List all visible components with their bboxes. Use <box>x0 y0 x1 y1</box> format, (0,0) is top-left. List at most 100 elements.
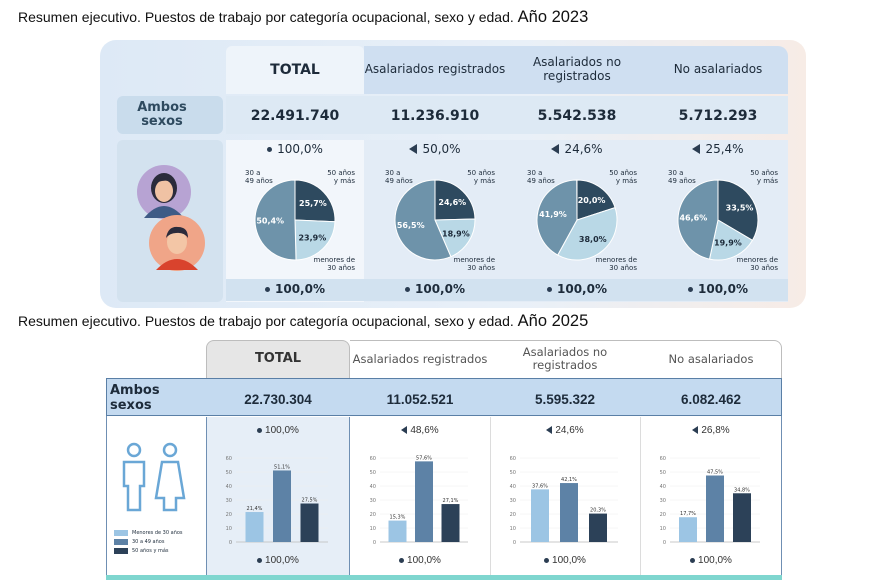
pie-slice-label: 20,0% <box>578 196 606 205</box>
pie-slice <box>434 179 476 221</box>
share-registrados: 50,0% <box>364 140 506 158</box>
share2-total-text: 100,0% <box>265 424 299 436</box>
pie-category-label: y más <box>334 177 355 185</box>
pie-category-label: menores de <box>737 256 779 264</box>
y-tick-label: 0 <box>663 540 666 546</box>
value2-total: 22.730.304 <box>244 391 312 407</box>
pie-category-label: 30 a <box>527 169 542 177</box>
legend-swatch-young <box>114 529 128 536</box>
pie-slice <box>708 219 754 261</box>
pie-slice <box>394 179 452 261</box>
bar-legend: Menores de 30 años 30 a 49 años 50 años … <box>114 528 204 556</box>
y-tick-label: 50 <box>370 470 376 476</box>
valuerow-bg <box>226 96 788 134</box>
bottom2-no-asalariados: 100,0% <box>640 552 782 568</box>
heading-2025-text: Resumen ejecutivo. Puestos de trabajo po… <box>18 313 514 329</box>
value2-registrados: 11.052.521 <box>386 391 454 407</box>
pie-category-label: 49 años <box>527 177 555 185</box>
pie-category-label: 30 años <box>750 264 778 272</box>
y-tick-label: 50 <box>226 470 232 476</box>
y-tick-label: 10 <box>226 526 232 532</box>
dot-icon <box>688 286 693 292</box>
dot-icon <box>547 286 552 292</box>
pie-category-label: menores de <box>454 256 496 264</box>
triangle-left-icon <box>692 144 701 154</box>
pie-slice-label: 18,9% <box>442 229 470 238</box>
value2-no-registrados: 5.595.322 <box>534 391 596 407</box>
y-tick-label: 40 <box>660 484 666 490</box>
col-header-no-asalariados: No asalariados <box>673 62 763 77</box>
dot-icon <box>265 286 270 292</box>
dot-icon <box>405 286 410 292</box>
share-total: 100,0% <box>226 140 364 158</box>
bar <box>245 512 264 542</box>
y-tick-label: 60 <box>226 456 232 462</box>
y-tick-label: 60 <box>510 456 516 462</box>
value-total: 22.491.740 <box>250 108 340 124</box>
triangle-left-icon <box>692 426 699 434</box>
bottom2-total: 100,0% <box>206 552 350 568</box>
triangle-left-icon <box>401 426 408 434</box>
col2-header-registrados: Asalariados registrados <box>352 351 488 366</box>
share2-registrados-text: 48,6% <box>410 424 439 436</box>
bar-value-label: 57,6% <box>416 455 432 461</box>
col2-header-no-registrados: Asalariados no registrados <box>522 345 608 372</box>
bar <box>706 475 724 542</box>
body2-div-1 <box>490 417 491 575</box>
share-no-asalariados: 25,4% <box>648 140 788 158</box>
heading-2023-year: Año 2023 <box>517 8 589 26</box>
pie-slice-label: 19,9% <box>714 239 742 248</box>
share2-total: 100,0% <box>206 422 350 438</box>
pie-category-label: menores de <box>314 256 356 264</box>
y-tick-label: 10 <box>510 526 516 532</box>
bottom-registrados: 100,0% <box>364 280 506 298</box>
rowlabel-bg <box>117 96 223 134</box>
heading-2023-text: Resumen ejecutivo. Puestos de trabajo po… <box>18 9 514 25</box>
y-tick-label: 20 <box>660 512 666 518</box>
share2-no-asalariados: 26,8% <box>640 422 782 438</box>
y-tick-label: 30 <box>226 498 232 504</box>
bar <box>733 493 751 542</box>
legend-swatch-old <box>114 547 128 554</box>
bottom-no-registrados-text: 100,0% <box>557 282 607 296</box>
legend-label-old: 50 años y más <box>132 547 169 554</box>
pie-slice <box>536 179 578 256</box>
bottom2-no-asalariados-text: 100,0% <box>698 554 732 566</box>
bottom2-registrados-text: 100,0% <box>407 554 441 566</box>
triangle-left-icon <box>546 426 553 434</box>
pie-category-label: 50 años <box>467 169 495 177</box>
y-tick-label: 20 <box>226 512 232 518</box>
pie-slice <box>557 207 618 261</box>
bottom2-registrados: 100,0% <box>350 552 490 568</box>
y-tick-label: 40 <box>226 484 232 490</box>
bottom2-no-registrados-text: 100,0% <box>552 554 586 566</box>
value-no-registrados: 5.542.538 <box>537 108 617 124</box>
share-no-registrados: 24,6% <box>506 140 648 158</box>
share2-no-registrados: 24,6% <box>490 422 640 438</box>
y-tick-label: 20 <box>510 512 516 518</box>
pie-slice <box>294 219 336 261</box>
y-tick-label: 40 <box>370 484 376 490</box>
legend-label-young: Menores de 30 años <box>132 529 183 536</box>
bar-value-label: 21,4% <box>247 506 263 512</box>
col-header-total: TOTAL <box>270 61 320 78</box>
bar-value-label: 17,7% <box>680 511 696 517</box>
pie-slice-label: 33,5% <box>726 204 754 213</box>
header-bg-cats <box>364 46 788 94</box>
y-tick-label: 30 <box>510 498 516 504</box>
pie-slice <box>254 179 297 261</box>
legend-label-mid: 30 a 49 años <box>132 538 165 545</box>
dot-icon <box>544 557 550 563</box>
bottom-no-asalariados: 100,0% <box>648 280 788 298</box>
pie-category-label: menores de <box>596 256 638 264</box>
share2-no-registrados-text: 24,6% <box>555 424 584 436</box>
pie-slice <box>434 218 476 258</box>
y-tick-label: 60 <box>370 456 376 462</box>
pie-category-label: y más <box>616 177 637 185</box>
share-total-text: 100,0% <box>277 142 323 156</box>
bar <box>300 503 319 542</box>
bottom-total-text: 100,0% <box>275 282 325 296</box>
col-header-registrados: Asalariados registrados <box>364 62 506 77</box>
pie-slice-label: 38,0% <box>579 235 607 244</box>
pie-slice-label: 24,6% <box>438 198 466 207</box>
